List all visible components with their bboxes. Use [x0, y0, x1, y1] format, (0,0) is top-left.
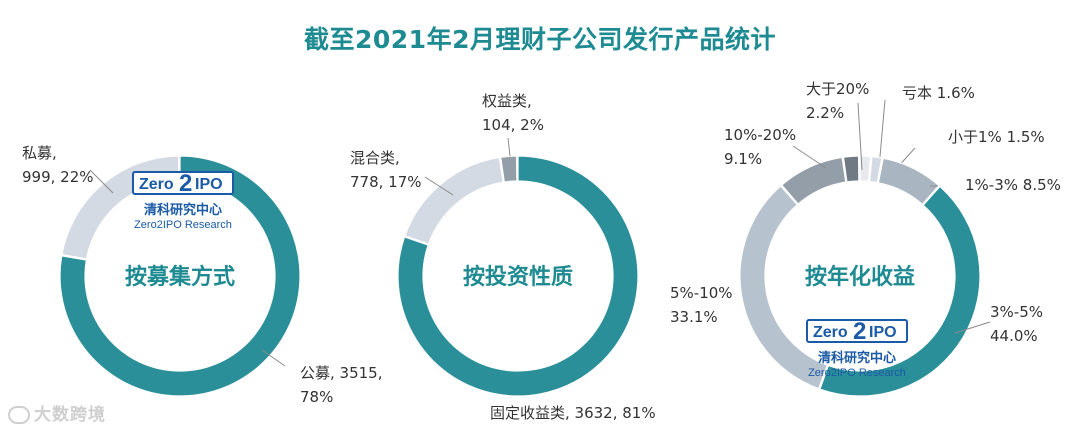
slice-label-0-1: 私募, — [22, 144, 57, 162]
svg-text:Zero2IPO Research: Zero2IPO Research — [808, 367, 906, 379]
slice-1-1 — [404, 156, 504, 245]
slice-2-6 — [842, 155, 860, 183]
leader-line-1-2 — [507, 137, 511, 157]
slice-label-1-1: 混合类, — [350, 149, 400, 167]
donut-annual-return: 亏本 1.6% 小于1% 1.5% 1%-3% 8.5% 3%-5% 44.0% 5%-1… — [670, 80, 1061, 397]
center-label-1: 按投资性质 — [463, 264, 573, 290]
slice-0-0 — [59, 155, 301, 397]
center-label-0: 按募集方式 — [125, 264, 235, 290]
leader-line-2-5 — [792, 145, 827, 169]
slice-label-1-1: 778, 17% — [350, 173, 422, 191]
slice-label-2-2: 1%-3% 8.5% — [965, 176, 1061, 194]
leader-line-1-1 — [424, 176, 454, 196]
slice-label-1-2: 104, 2% — [482, 116, 544, 134]
slice-2-3 — [819, 185, 981, 397]
leader-line-2-3 — [954, 321, 991, 334]
donut-investment-type: 固定收益类, 3632, 81% 混合类, 778, 17% 权益类, 104, 2% 按… — [350, 92, 656, 422]
slice-label-2-6: 大于20% — [806, 80, 869, 98]
leader-line-2-6 — [857, 102, 863, 171]
slice-label-2-5: 9.1% — [724, 150, 762, 168]
svg-text:IPO: IPO — [869, 324, 897, 341]
slice-label-1-0: 固定收益类, 3632, 81% — [490, 404, 656, 422]
slice-2-4 — [739, 185, 829, 390]
slice-label-2-1: 小于1% 1.5% — [948, 128, 1045, 146]
leader-line-2-0 — [878, 99, 886, 169]
svg-text:Zero: Zero — [139, 176, 174, 193]
svg-text:2: 2 — [179, 170, 192, 197]
svg-text:IPO: IPO — [195, 176, 223, 193]
chart-title: 截至2021年2月理财子公司发行产品统计 — [304, 25, 776, 54]
center-label-2: 按年化收益 — [805, 264, 915, 290]
slice-label-2-5: 10%-20% — [724, 126, 796, 144]
svg-text:清科研究中心: 清科研究中心 — [818, 350, 896, 366]
slice-label-0-0: 78% — [300, 388, 333, 406]
slice-label-0-0: 公募, 3515, — [300, 364, 382, 382]
slice-1-0 — [397, 155, 639, 397]
slice-label-2-6: 2.2% — [806, 104, 844, 122]
leader-line-0-1 — [89, 169, 114, 194]
watermark: 大数跨境 — [8, 400, 106, 425]
svg-text:清科研究中心: 清科研究中心 — [144, 202, 222, 218]
slice-label-2-0: 亏本 1.6% — [902, 84, 975, 102]
slice-2-5 — [780, 156, 847, 205]
svg-text:2: 2 — [853, 318, 866, 345]
slice-2-0 — [859, 155, 872, 183]
slice-1-2 — [500, 155, 518, 183]
svg-text:Zero: Zero — [813, 324, 848, 341]
svg-text:Zero2IPO Research: Zero2IPO Research — [134, 219, 232, 231]
watermark-icon — [8, 406, 30, 424]
slice-label-0-1: 999, 22% — [22, 168, 94, 186]
slice-label-2-3: 3%-5% — [990, 303, 1043, 321]
watermark-text: 大数跨境 — [34, 405, 106, 425]
slice-label-2-4: 33.1% — [670, 308, 718, 326]
slice-2-2 — [877, 157, 940, 206]
slice-label-1-2: 权益类, — [482, 92, 532, 110]
leader-line-0-0 — [261, 349, 286, 367]
slice-label-2-4: 5%-10% — [670, 284, 733, 302]
slice-2-1 — [868, 155, 883, 184]
slice-label-2-3: 44.0% — [990, 327, 1038, 345]
